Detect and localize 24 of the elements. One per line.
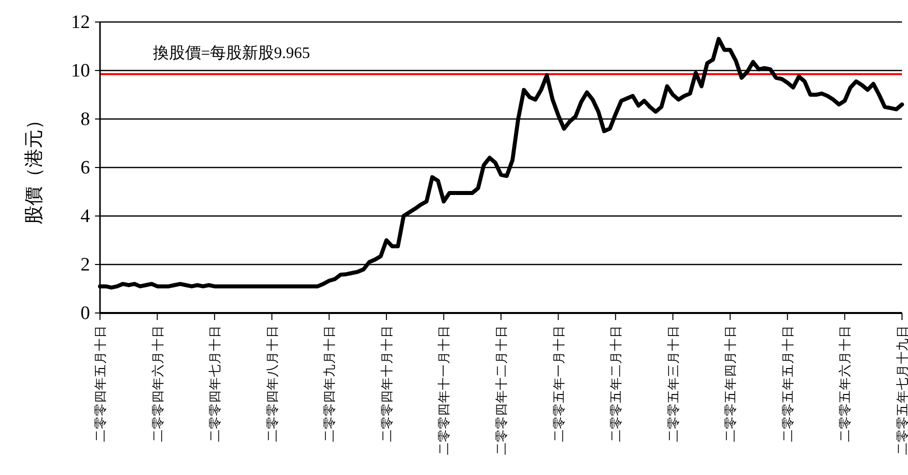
y-axis-title: 股價（港元） [24,110,45,224]
y-tick-label: 10 [71,60,90,82]
x-tick-label: 二零零五年一月十日 [552,325,566,442]
x-tick-label: 二零零五年五月十日 [780,325,795,442]
x-tick-label: 二零零五年三月十日 [666,325,680,442]
x-tick-label: 二零零四年九月十日 [322,325,337,442]
x-tick-label: 二零零四年七月十日 [208,325,222,442]
x-tick-label: 二零零四年八月十日 [265,325,280,442]
y-tick-label: 12 [71,12,90,33]
x-tick-label: 二零零四年五月十日 [94,325,108,442]
y-tick-label: 6 [80,158,90,178]
x-tick-label: 二零零四年六月十日 [150,325,165,442]
x-tick-label: 二零零五年六月十日 [838,325,852,442]
x-tick-label: 二零零五年七月十九日 [896,325,908,455]
x-tick-label: 二零零四年十月十日 [380,325,394,442]
x-tick-label: 二零零五年四月十日 [724,325,738,442]
y-tick-label: 4 [80,206,90,227]
y-tick-label: 2 [80,254,90,276]
x-tick-label: 二零零五年二月十日 [609,325,624,442]
x-tick-label: 二零零四年十一月十日 [437,325,452,455]
ref-line-label: 換股價=每股新股9.965 [153,44,310,62]
x-tick-label: 二零零四年十二月十日 [494,325,508,455]
y-tick-label: 0 [80,303,90,324]
y-tick-label: 8 [80,109,90,130]
